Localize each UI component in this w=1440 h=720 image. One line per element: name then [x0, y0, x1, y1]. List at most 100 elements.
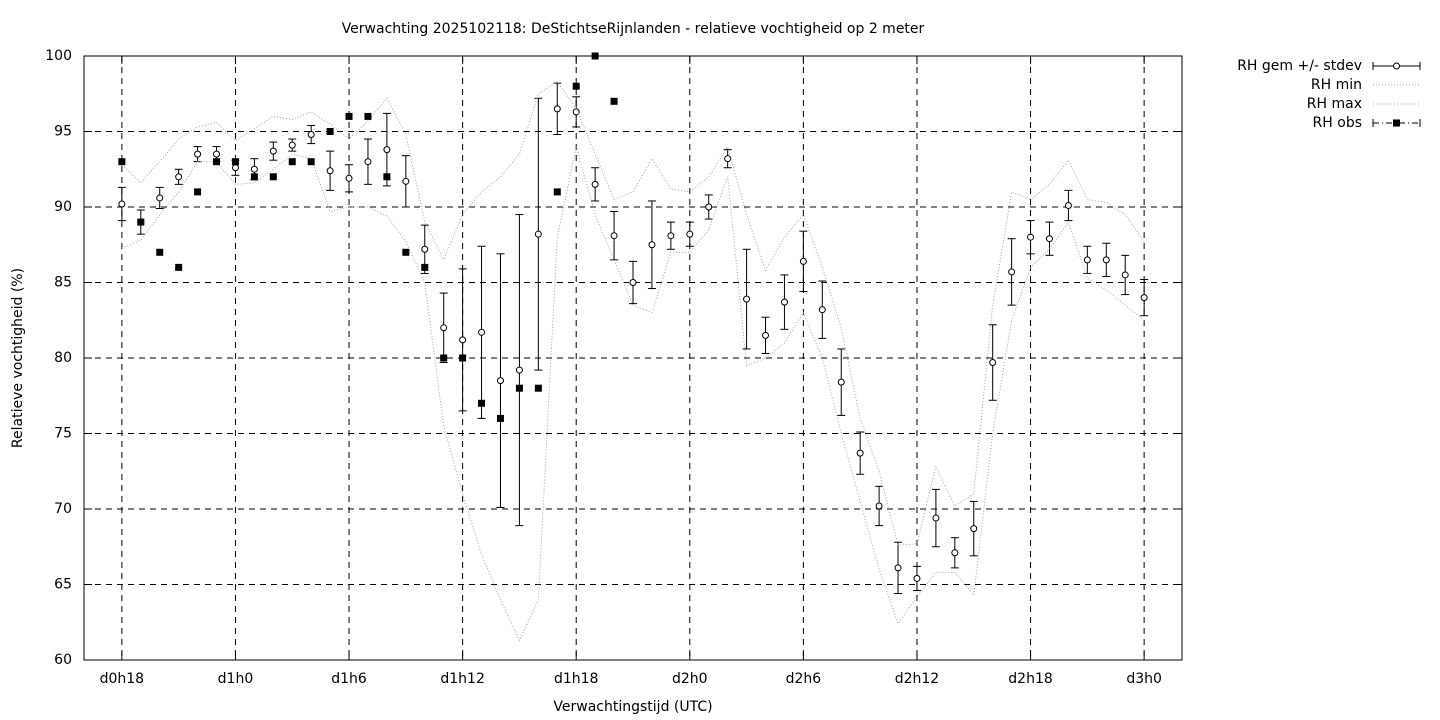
- x-tick-label: d2h18: [1008, 671, 1052, 687]
- mean-point: [175, 173, 183, 181]
- y-tick-label: 95: [54, 124, 72, 140]
- mean-point: [818, 306, 826, 314]
- obs-point: [572, 82, 580, 90]
- mean-point: [799, 257, 807, 265]
- x-tick-label: d1h18: [554, 671, 598, 687]
- mean-point: [269, 147, 277, 155]
- mean-point: [932, 514, 940, 522]
- obs-point: [478, 399, 486, 407]
- x-tick-label: d1h12: [440, 671, 484, 687]
- mean-point: [762, 331, 770, 339]
- mean-point: [1102, 256, 1110, 264]
- mean-point: [875, 502, 883, 510]
- x-axis-label: Verwachtingstijd (UTC): [553, 699, 712, 715]
- mean-point: [743, 295, 751, 303]
- mean-point: [515, 366, 523, 374]
- mean-point: [856, 449, 864, 457]
- mean-point: [591, 180, 599, 188]
- legend-label: RH max: [1307, 96, 1362, 112]
- y-tick-label: 65: [54, 577, 72, 593]
- obs-point: [288, 158, 296, 166]
- mean-point: [345, 174, 353, 182]
- range-line: [121, 146, 1145, 642]
- obs-point: [440, 354, 448, 362]
- legend-label: RH gem +/- stdev: [1237, 58, 1362, 74]
- mean-point: [780, 298, 788, 306]
- obs-point: [269, 173, 277, 181]
- y-tick-label: 80: [54, 350, 72, 366]
- obs-point: [156, 248, 164, 256]
- legend-label: RH obs: [1313, 115, 1362, 131]
- mean-point: [250, 165, 258, 173]
- x-tick-label: d2h12: [895, 671, 939, 687]
- obs-point: [591, 52, 599, 60]
- mean-point: [421, 245, 429, 253]
- mean-point: [307, 131, 315, 139]
- y-tick-label: 75: [54, 426, 72, 442]
- mean-point: [459, 336, 467, 344]
- mean-point: [534, 230, 542, 238]
- mean-point: [970, 525, 978, 533]
- obs-point: [326, 128, 334, 135]
- mean-point: [705, 203, 713, 211]
- x-tick-label: d0h18: [100, 671, 144, 687]
- plot-frame: [83, 55, 1183, 661]
- mean-point: [553, 105, 561, 113]
- obs-point: [137, 218, 145, 226]
- obs-point: [118, 158, 126, 166]
- mean-point: [837, 378, 845, 386]
- mean-point: [1140, 294, 1148, 302]
- obs-point: [194, 188, 202, 196]
- legend-swatch: [1393, 119, 1400, 127]
- mean-point: [572, 108, 580, 116]
- legend-label: RH min: [1311, 77, 1362, 93]
- mean-point: [496, 377, 504, 385]
- mean-point: [231, 164, 239, 172]
- x-tick-label: d3h0: [1126, 671, 1162, 687]
- y-tick-label: 60: [54, 652, 72, 668]
- obs-point: [402, 248, 410, 256]
- y-tick-label: 70: [54, 501, 72, 517]
- x-tick-label: d2h6: [786, 671, 822, 687]
- obs-point: [496, 414, 504, 422]
- obs-point: [345, 112, 353, 120]
- mean-point: [326, 167, 334, 175]
- mean-point: [288, 141, 296, 149]
- x-tick-label: d2h0: [672, 671, 708, 687]
- mean-point: [1083, 256, 1091, 264]
- mean-point: [989, 359, 997, 367]
- mean-point: [213, 150, 221, 158]
- y-tick-label: 100: [45, 48, 72, 64]
- mean-point: [478, 328, 486, 336]
- mean-point: [913, 574, 921, 582]
- mean-point: [894, 564, 902, 572]
- mean-point: [194, 150, 202, 158]
- mean-point: [724, 155, 732, 163]
- x-tick-label: d1h6: [331, 671, 367, 687]
- chart-title: Verwachting 2025102118: DeStichtseRijnla…: [342, 21, 925, 37]
- y-tick-label: 85: [54, 275, 72, 291]
- mean-point: [118, 200, 126, 208]
- y-tick-label: 90: [54, 199, 72, 215]
- obs-point: [383, 173, 391, 181]
- mean-point: [1008, 268, 1016, 276]
- mean-point: [1027, 233, 1035, 241]
- y-axis-label: Relatieve vochtigheid (%): [10, 268, 26, 448]
- obs-point: [610, 97, 618, 105]
- obs-point: [213, 158, 221, 166]
- mean-point: [951, 549, 959, 557]
- obs-point: [421, 263, 429, 271]
- mean-point: [667, 232, 675, 240]
- legend-swatch: [1393, 62, 1400, 70]
- mean-point: [1064, 201, 1072, 209]
- mean-point: [364, 158, 372, 166]
- obs-point: [231, 158, 239, 166]
- obs-point: [250, 173, 258, 181]
- mean-point: [440, 324, 448, 332]
- mean-point: [383, 146, 391, 154]
- obs-point: [553, 188, 561, 196]
- range-line: [121, 80, 1145, 546]
- x-tick-label: d1h0: [218, 671, 254, 687]
- obs-point: [515, 384, 523, 392]
